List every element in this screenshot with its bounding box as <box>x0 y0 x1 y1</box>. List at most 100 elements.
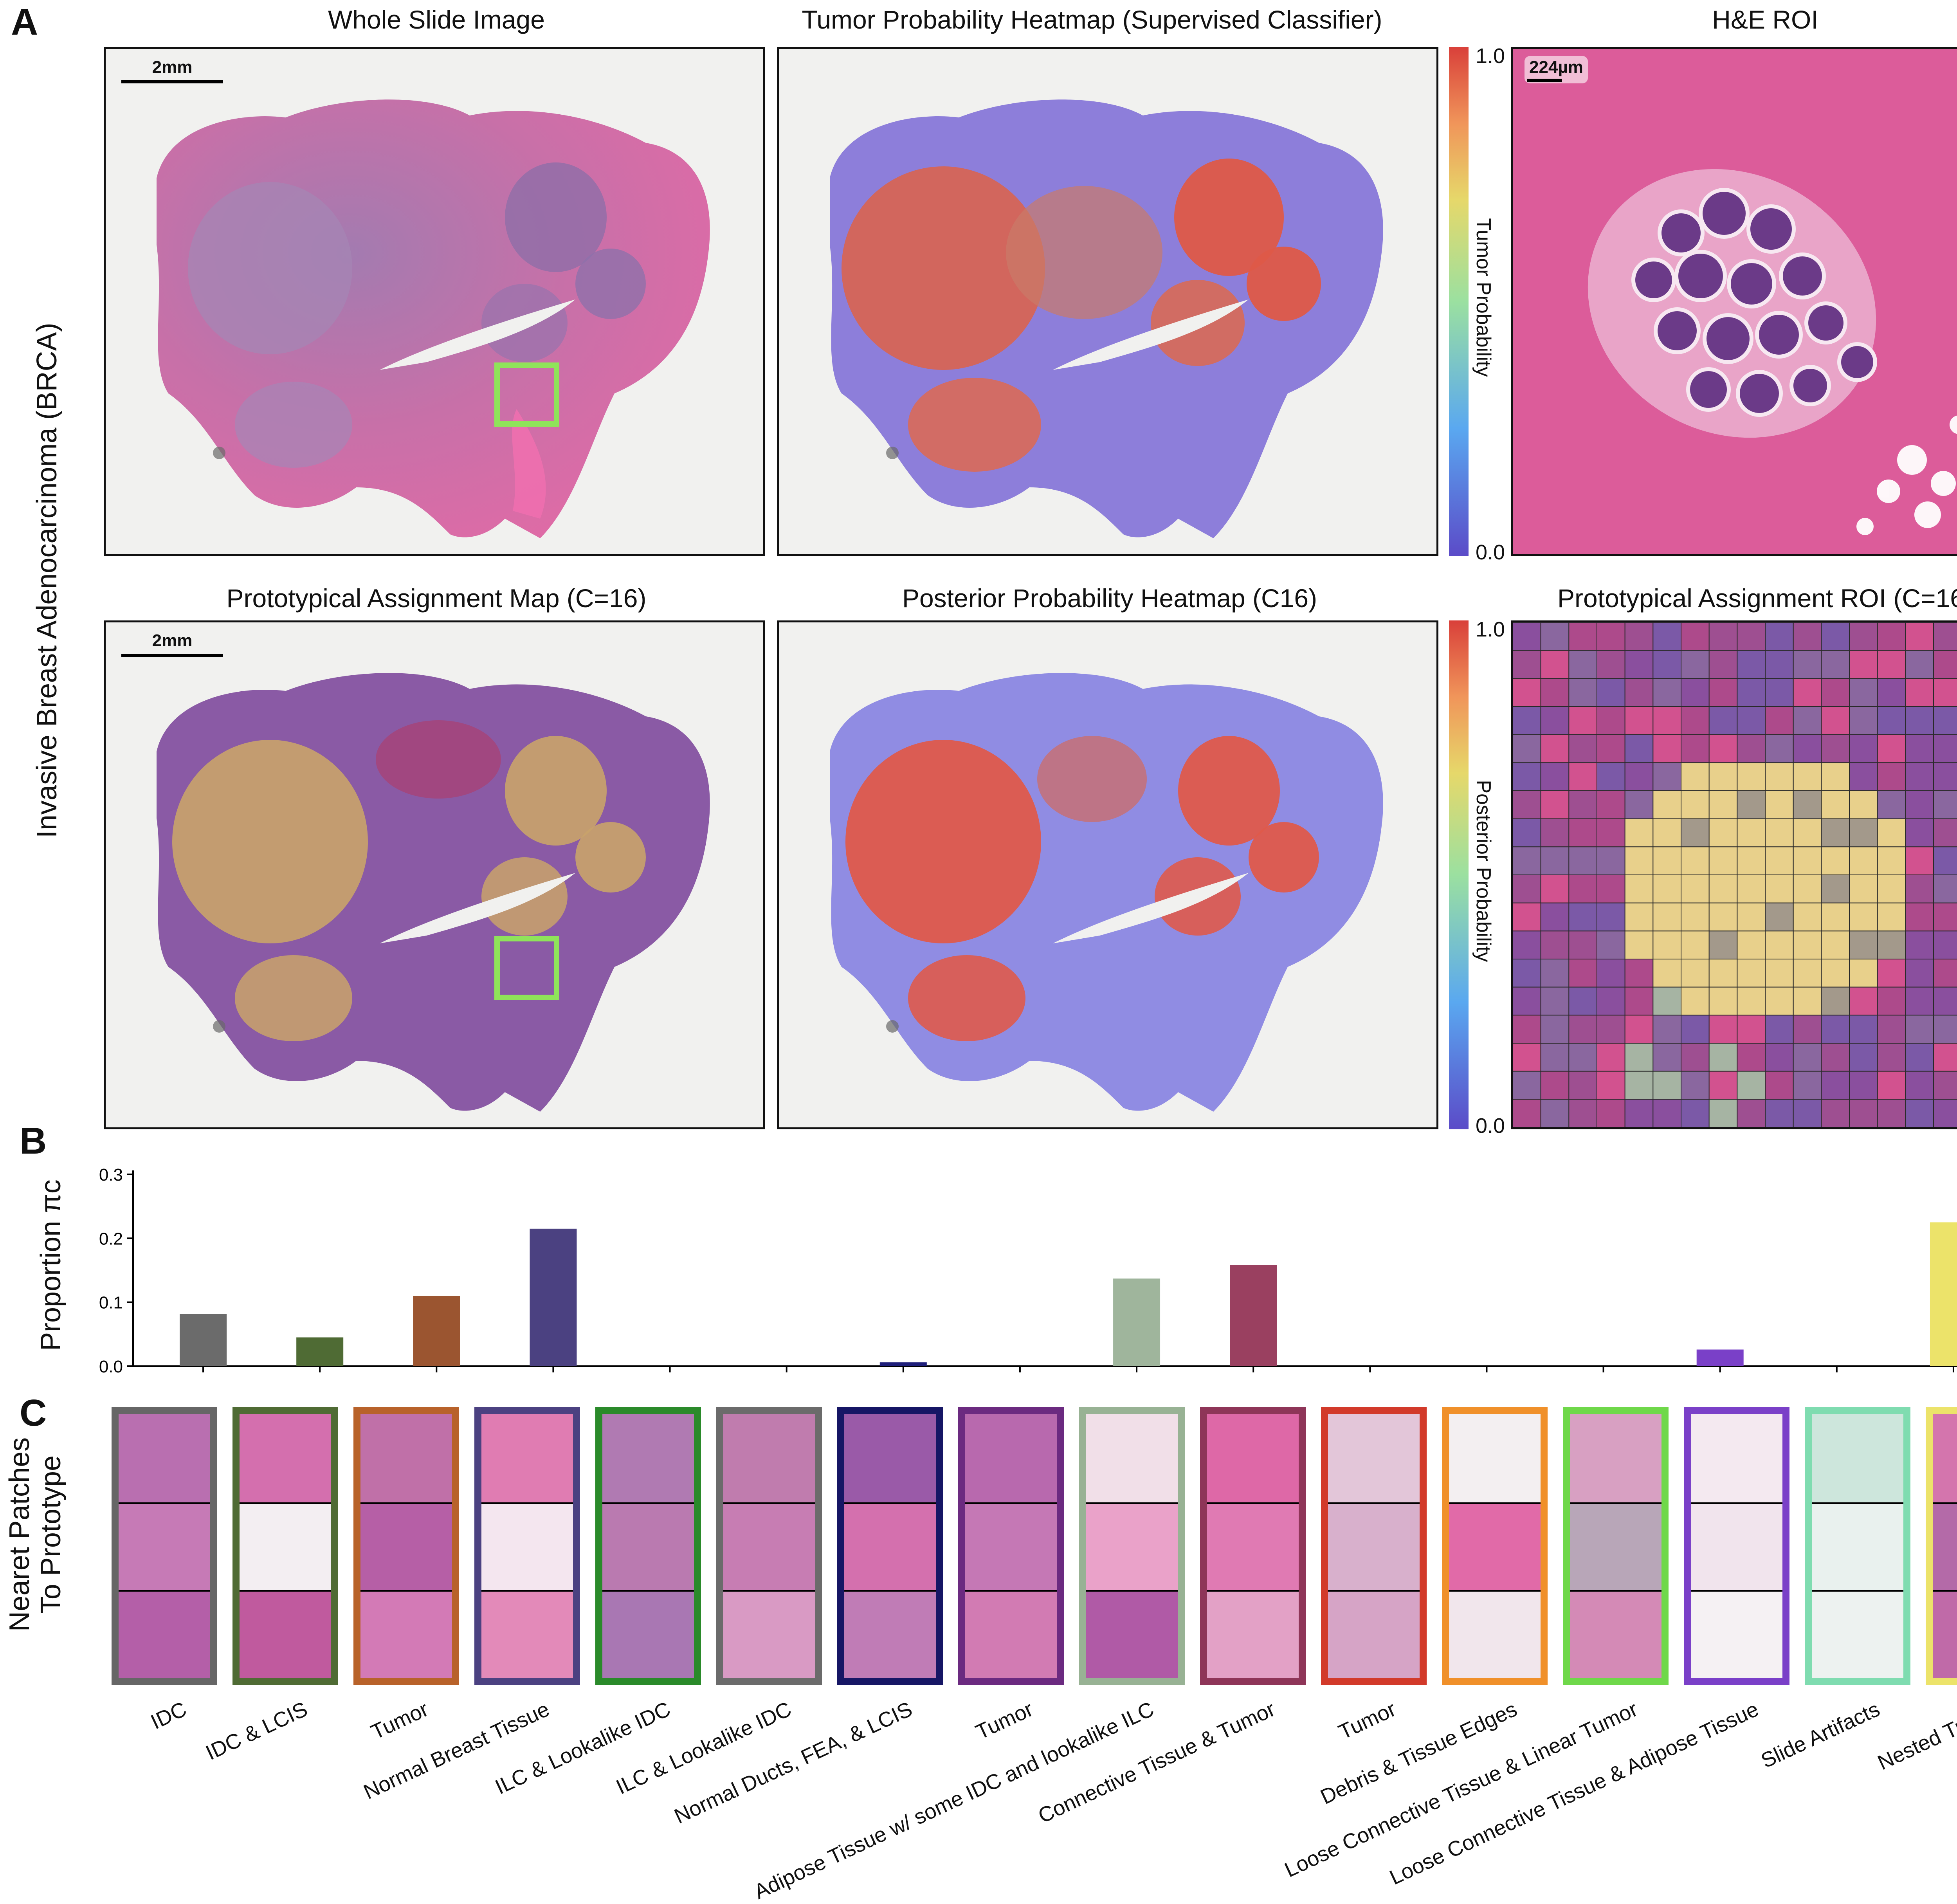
bar-c1 <box>180 1314 227 1366</box>
roi-cell <box>1624 874 1654 903</box>
roi-cell <box>1652 930 1682 959</box>
roi-cell <box>1652 678 1682 707</box>
roi-cell <box>1681 1043 1710 1072</box>
wsi-image <box>157 99 710 539</box>
y-axis-label: Proportion πc <box>35 1179 67 1351</box>
roi-cell <box>1597 1015 1625 1044</box>
x-tick-label-c1: C1 <box>189 1374 217 1378</box>
roi-cell <box>1793 1099 1822 1127</box>
roi-cell <box>1597 1071 1625 1100</box>
roi-cell <box>1765 930 1794 959</box>
roi-cell <box>1708 818 1738 847</box>
roi-cell <box>1681 650 1710 679</box>
roi-cell <box>1737 818 1766 847</box>
roi-cell <box>1933 622 1957 651</box>
roi-cell <box>1708 846 1738 875</box>
roi-cell <box>1652 846 1682 875</box>
roi-cell <box>1568 706 1597 735</box>
posterior-colorbar-min: 0.0 <box>1476 1114 1505 1138</box>
roi-cell <box>1793 622 1822 651</box>
patch-tile <box>119 1590 210 1678</box>
prototype-label-c5: ILC & Lookalike IDC <box>491 1697 674 1799</box>
roi-cell <box>1849 1071 1878 1100</box>
bar-c2 <box>296 1337 344 1366</box>
roi-cell <box>1568 1043 1597 1072</box>
patch-column-c10 <box>1200 1407 1306 1685</box>
roi-cell <box>1681 622 1710 651</box>
roi-cell <box>1513 874 1541 903</box>
patch-tile <box>1691 1414 1782 1502</box>
bar-c4 <box>530 1228 577 1366</box>
title-posterior-heatmap: Posterior Probability Heatmap (C16) <box>902 584 1317 613</box>
roi-cell <box>1933 678 1957 707</box>
patch-tile <box>240 1502 331 1590</box>
roi-cell <box>1905 1099 1934 1127</box>
roi-cell <box>1849 678 1878 707</box>
roi-cell <box>1737 986 1766 1016</box>
roi-cell <box>1540 930 1570 959</box>
roi-cell <box>1933 762 1957 792</box>
roi-cell <box>1652 986 1682 1016</box>
roi-cell <box>1849 902 1878 932</box>
roi-cell <box>1624 706 1654 735</box>
title-tumor-heatmap: Tumor Probability Heatmap (Supervised Cl… <box>802 5 1382 34</box>
roi-cell <box>1540 959 1570 988</box>
roi-cell <box>1652 734 1682 763</box>
roi-cell <box>1597 622 1625 651</box>
roi-cell <box>1513 1015 1541 1044</box>
patch-column-c14 <box>1684 1407 1789 1685</box>
roi-cell <box>1540 874 1570 903</box>
roi-cell <box>1933 846 1957 875</box>
roi-cell <box>1597 986 1625 1016</box>
roi-cell <box>1849 734 1878 763</box>
roi-cell <box>1540 846 1570 875</box>
tumor-colorbar-label: Tumor Probability <box>1472 218 1495 377</box>
patch-tile <box>1691 1502 1782 1590</box>
prototype-label-c2: IDC & LCIS <box>202 1697 311 1765</box>
roi-cell <box>1513 1099 1541 1127</box>
roi-cell <box>1905 902 1934 932</box>
roi-cell <box>1624 846 1654 875</box>
roi-cell <box>1708 930 1738 959</box>
patch-tile <box>360 1414 452 1502</box>
roi-cell <box>1877 818 1906 847</box>
roi-cell <box>1624 986 1654 1016</box>
roi-cell <box>1708 1015 1738 1044</box>
prototype-label-c11: Tumor <box>1335 1697 1400 1744</box>
patch-tile <box>240 1590 331 1678</box>
roi-cell <box>1933 930 1957 959</box>
bar-c3 <box>413 1296 460 1366</box>
y-tick-label: 0.2 <box>99 1229 123 1248</box>
patch-tile <box>1812 1590 1903 1678</box>
prototype-label-c4: Normal Breast Tissue <box>360 1697 553 1804</box>
patch-tile <box>1691 1590 1782 1678</box>
wsi-panel: 2mm <box>104 47 765 556</box>
roi-cell <box>1737 959 1766 988</box>
roi-cell <box>1513 959 1541 988</box>
roi-cell <box>1513 706 1541 735</box>
roi-cell <box>1597 818 1625 847</box>
patch-tile <box>1086 1502 1178 1590</box>
roi-cell <box>1597 930 1625 959</box>
roi-cell <box>1877 706 1906 735</box>
bar-c9 <box>1113 1278 1161 1366</box>
roi-cell <box>1849 650 1878 679</box>
row-label: Invasive Breast Adenocarcinoma (BRCA) <box>31 323 63 838</box>
prototype-label-c1: IDC <box>147 1697 190 1734</box>
roi-cell <box>1540 1015 1570 1044</box>
roi-cell <box>1849 762 1878 792</box>
bar-chart: 0.0 0.1 0.2 0.3 C1 C2 C3 C4 C5 C6 C7 C8 C9 C10 C11 C12 C… <box>99 1165 1957 1378</box>
prototype-label-c13: Loose Connective Tissue & Linear Tumor <box>1281 1697 1642 1882</box>
roi-cell <box>1821 930 1850 959</box>
roi-cell <box>1708 1099 1738 1127</box>
roi-cell <box>1821 790 1850 819</box>
roi-cell <box>1737 762 1766 792</box>
roi-cell <box>1568 762 1597 792</box>
prototype-label-c15: Slide Artifacts <box>1757 1697 1883 1773</box>
patch-tile <box>844 1414 936 1502</box>
roi-cell <box>1765 959 1794 988</box>
scalebar-roi-top: 224µm <box>1525 56 1588 83</box>
roi-cell <box>1540 734 1570 763</box>
patch-column-c9 <box>1079 1407 1185 1685</box>
roi-cell <box>1849 1015 1878 1044</box>
